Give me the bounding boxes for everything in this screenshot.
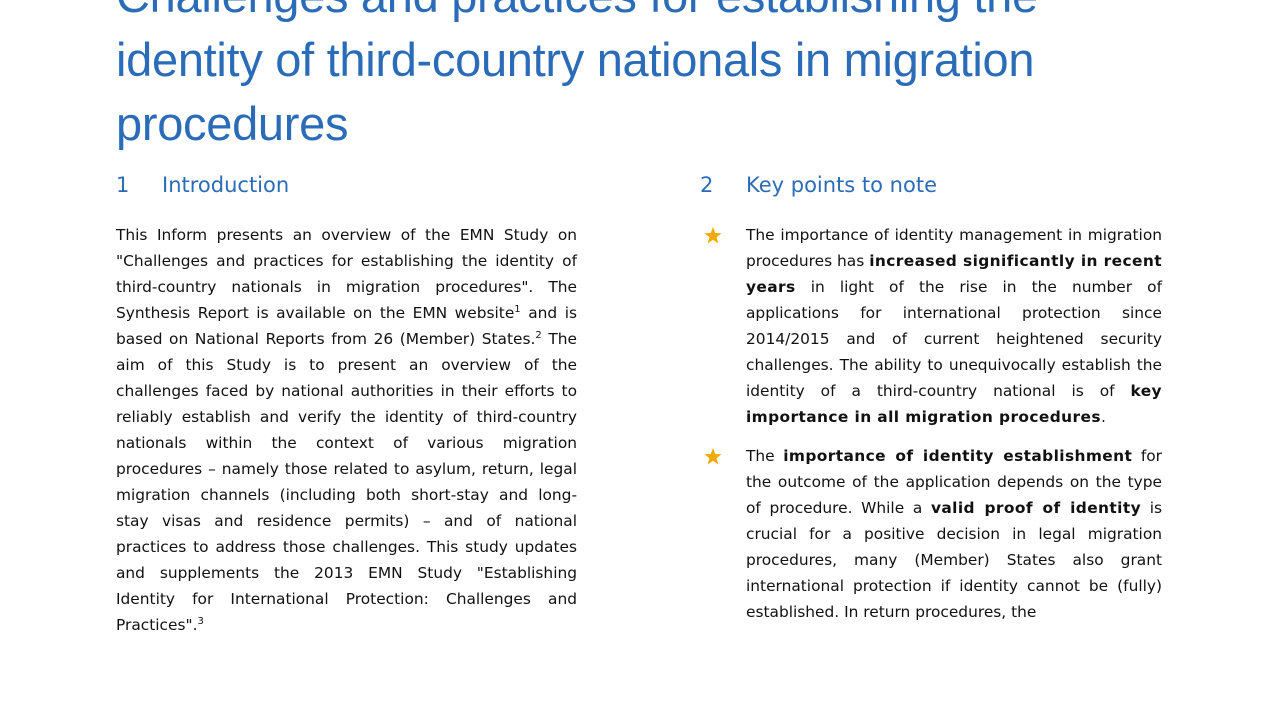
star-shape <box>704 448 722 465</box>
bullet-text: The importance of identity management in… <box>746 222 1162 430</box>
section-heading: 1 Introduction <box>116 168 577 202</box>
bold-text: importance of identity establishment <box>783 447 1133 465</box>
star-shape <box>704 227 722 244</box>
title-line: Challenges and practices for establishin… <box>116 0 1038 28</box>
text-run: and is based on National Reports from 26… <box>116 304 577 348</box>
column-left: 1 Introduction This Inform presents an ove… <box>116 168 577 638</box>
footnote-ref: 3 <box>197 615 204 627</box>
bold-text: increased significantly in recent years <box>746 252 1162 296</box>
section-heading: 2 Key points to note <box>700 168 1162 202</box>
bold-text: key importance in all migration procedur… <box>746 382 1162 426</box>
footnote-ref: 2 <box>535 329 542 341</box>
bold-text: valid proof of identity <box>930 499 1142 517</box>
document-title: Challenges and practices for establishin… <box>116 0 1038 156</box>
star-bullet <box>704 227 722 244</box>
star-bullet <box>704 448 722 465</box>
text-run: The importance of identity management in… <box>746 226 1162 270</box>
section-title: Key points to note <box>746 173 937 197</box>
text-run: for the outcome of the application depen… <box>746 447 1162 517</box>
text-run: The <box>746 447 784 465</box>
section-number: 2 <box>700 173 714 197</box>
paragraph: This Inform presents an overview of the … <box>116 222 577 638</box>
text-run: The aim of this Study is to present an o… <box>116 330 577 634</box>
bullet-item: The importance of identity establishment… <box>700 443 1162 625</box>
text-run: in light of the rise in the number of ap… <box>746 278 1162 400</box>
text-run: is crucial for a positive decision in le… <box>746 499 1163 621</box>
title-line: procedures <box>116 97 349 150</box>
bullet-item: The importance of identity management in… <box>700 222 1162 430</box>
title-line: identity of third-country nationals in m… <box>116 33 1035 86</box>
footnote-ref: 1 <box>514 303 521 315</box>
column-right: 2 Key points to note The importance of ide… <box>700 168 1162 638</box>
section-title: Introduction <box>162 173 290 197</box>
text-run: This Inform presents an overview of the … <box>116 226 577 322</box>
text-run: . <box>1100 408 1106 426</box>
section-number: 1 <box>116 173 130 197</box>
bullet-text: The importance of identity establishment… <box>746 443 1162 625</box>
